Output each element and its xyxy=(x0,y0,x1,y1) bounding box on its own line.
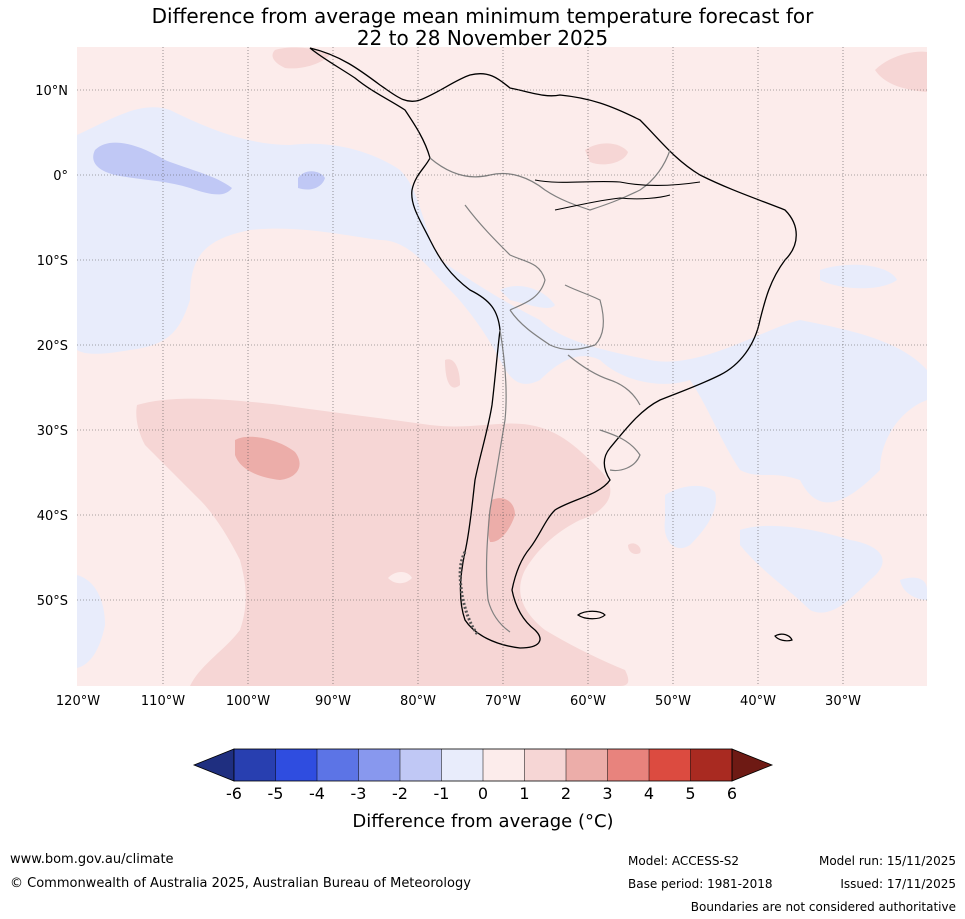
anomaly-blob-neg2-galapagos xyxy=(298,171,325,190)
colorbar-swatch-0-1 xyxy=(483,749,525,781)
latitude-labels: 10°N 0° 10°S 20°S 30°S 40°S 50°S xyxy=(35,84,68,609)
lat-label-20s: 20°S xyxy=(37,339,68,354)
anomaly-hole-south-pacific xyxy=(388,572,412,584)
colorbar-tick-3: 3 xyxy=(602,784,612,803)
colorbar-tick-neg3: -3 xyxy=(351,784,367,803)
colorbar-swatch-2-3 xyxy=(566,749,608,781)
anomaly-blob-neg1-atlantic-2 xyxy=(664,485,716,549)
border-paraguay xyxy=(567,354,641,406)
bom-website-link[interactable]: www.bom.gov.au/climate xyxy=(10,852,174,867)
map-title-line-1: Difference from average mean minimum tem… xyxy=(151,4,814,28)
colorbar-swatch-neg1-0 xyxy=(441,749,483,781)
colorbar-swatch-neg3-neg2 xyxy=(358,749,400,781)
lat-label-40s: 40°S xyxy=(37,509,68,524)
lon-label-100w: 100°W xyxy=(226,694,270,709)
longitude-labels: 120°W 110°W 100°W 90°W 80°W 70°W 60°W 50… xyxy=(56,694,861,709)
colorbar-min-extend xyxy=(192,748,235,782)
anomaly-blob-1-to-2-atlantic xyxy=(628,543,641,555)
lat-label-50s: 50°S xyxy=(37,594,68,609)
boundaries-disclaimer: Boundaries are not considered authoritat… xyxy=(690,900,956,914)
colorbar-tick-6: 6 xyxy=(727,784,737,803)
lat-label-10n: 10°N xyxy=(35,84,68,99)
anomaly-blob-neg1-southeast xyxy=(900,577,927,600)
colorbar-tick-neg2: -2 xyxy=(392,784,408,803)
anomaly-blob-2-to-3-pacific xyxy=(235,436,300,480)
colorbar-ticks: -6 -5 -4 -3 -2 -1 0 1 2 3 4 5 6 xyxy=(226,784,737,803)
model-name: Model: ACCESS-S2 xyxy=(628,854,740,868)
anomaly-blob-1-to-2-northeast xyxy=(875,51,927,92)
lon-label-80w: 80°W xyxy=(400,694,436,709)
colorbar-swatch-neg5-neg4 xyxy=(275,749,317,781)
model-run-date: Model run: 15/11/2025 xyxy=(818,854,956,868)
colorbar-swatch-3-4 xyxy=(607,749,649,781)
graticule xyxy=(77,47,927,686)
copyright-notice: © Commonwealth of Australia 2025, Austra… xyxy=(10,876,471,891)
lon-label-110w: 110°W xyxy=(141,694,185,709)
lon-label-60w: 60°W xyxy=(570,694,606,709)
map-title-line-2: 22 to 28 November 2025 xyxy=(356,26,609,50)
colorbar-swatch-neg6-neg5 xyxy=(234,749,276,781)
lon-label-120w: 120°W xyxy=(56,694,100,709)
colorbar-label: Difference from average (°C) xyxy=(352,811,613,832)
anomaly-blob-1-to-2-chile-coast xyxy=(445,359,460,388)
colorbar-tick-1: 1 xyxy=(519,784,529,803)
colorbar xyxy=(192,748,774,782)
amazon-river xyxy=(534,179,701,187)
anomaly-blob-neg1-atlantic-1 xyxy=(820,264,897,289)
chile-fjords xyxy=(458,551,480,636)
border-uruguay xyxy=(599,429,641,472)
colorbar-tick-5: 5 xyxy=(685,784,695,803)
lon-label-30w: 30°W xyxy=(825,694,861,709)
south-georgia xyxy=(774,633,793,642)
south-america-coastline xyxy=(309,47,797,649)
border-chile-argentina xyxy=(485,329,511,633)
lon-label-90w: 90°W xyxy=(315,694,351,709)
colorbar-tick-4: 4 xyxy=(644,784,654,803)
colorbar-tick-0: 0 xyxy=(478,784,488,803)
map-area xyxy=(77,47,927,686)
issued-date: Issued: 17/11/2025 xyxy=(840,877,956,891)
base-period: Base period: 1981-2018 xyxy=(628,877,773,891)
anomaly-blob-neg2-west-pacific xyxy=(93,142,233,195)
colorbar-tick-neg4: -4 xyxy=(309,784,325,803)
colorbar-swatch-neg2-neg1 xyxy=(400,749,442,781)
colorbar-swatch-5-6 xyxy=(690,749,732,781)
border-bolivia xyxy=(509,284,604,351)
amazon-tributary xyxy=(554,194,671,211)
falkland-islands xyxy=(576,610,606,620)
lat-label-0: 0° xyxy=(53,169,68,184)
anomaly-blob-neg1-atlantic-3 xyxy=(740,525,883,613)
colorbar-tick-2: 2 xyxy=(561,784,571,803)
colorbar-swatch-neg4-neg3 xyxy=(317,749,359,781)
lon-label-40w: 40°W xyxy=(740,694,776,709)
colorbar-max-extend xyxy=(731,748,774,782)
lat-label-10s: 10°S xyxy=(37,254,68,269)
colorbar-tick-neg5: -5 xyxy=(268,784,284,803)
anomaly-blob-neg1-southwest xyxy=(77,575,105,668)
anomaly-region-neg1-to-0 xyxy=(77,107,927,503)
lon-label-50w: 50°W xyxy=(655,694,691,709)
anomaly-blob-1-to-2-guiana xyxy=(585,143,628,165)
lat-label-30s: 30°S xyxy=(37,424,68,439)
border-northern-countries xyxy=(429,149,671,211)
colorbar-tick-neg1: -1 xyxy=(434,784,450,803)
colorbar-swatch-4-5 xyxy=(649,749,691,781)
anomaly-blob-neg1-bolivia xyxy=(500,285,555,308)
lon-label-70w: 70°W xyxy=(485,694,521,709)
anomaly-blob-2-to-3-patagonia xyxy=(487,498,515,543)
colorbar-tick-neg6: -6 xyxy=(226,784,242,803)
colorbar-swatch-1-2 xyxy=(524,749,566,781)
border-peru-brazil xyxy=(464,204,546,311)
